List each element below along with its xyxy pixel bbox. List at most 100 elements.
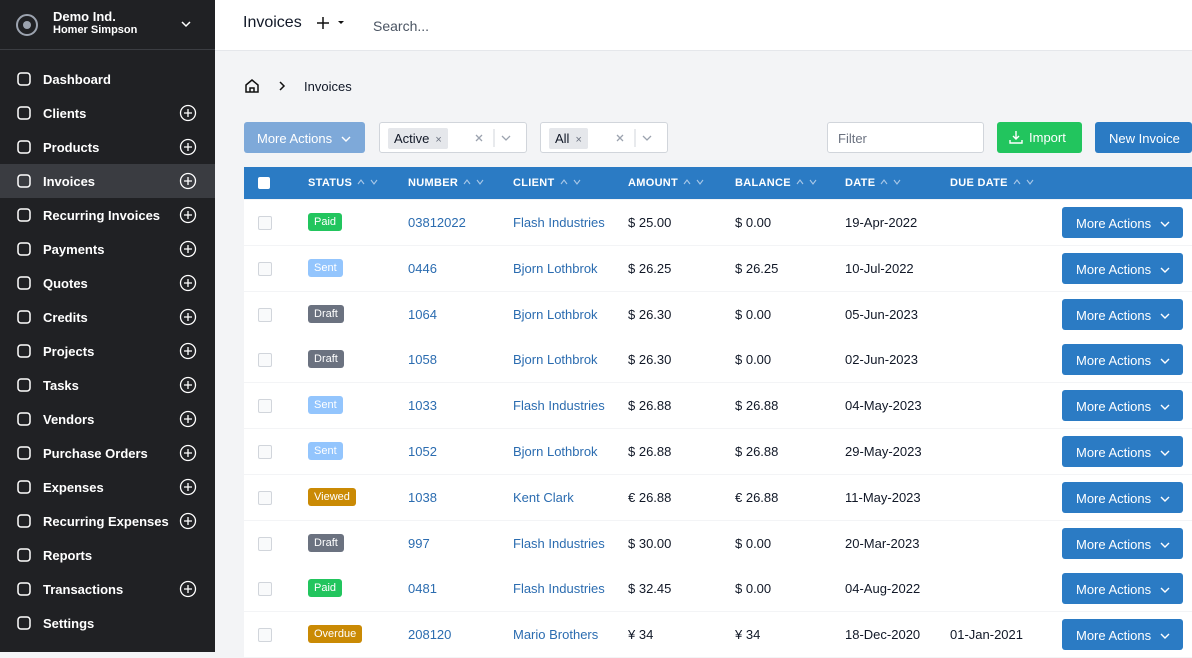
column-header[interactable]: CLIENT [513,177,586,189]
dropdown-icon[interactable] [634,129,660,147]
nav-add[interactable] [179,580,197,598]
invoice-number[interactable]: 0481 [408,581,437,597]
nav-item[interactable]: Quotes [0,266,215,300]
nav-item[interactable]: Products [0,130,215,164]
nav-item[interactable]: Invoices [0,164,215,198]
invoice-number[interactable]: 0446 [408,260,437,276]
dropdown-icon[interactable] [493,129,519,147]
button-label: More Actions [1076,399,1152,415]
client-name[interactable]: Bjorn Lothbrok [513,444,598,459]
clear-icon[interactable] [614,132,626,144]
account-switcher[interactable]: Demo Ind. Homer Simpson [0,0,215,50]
client-name[interactable]: Flash Industries [513,535,605,551]
row-actions-button[interactable]: More Actions [1062,619,1183,651]
client-name[interactable]: Kent Clark [513,489,574,505]
clear-icon[interactable] [473,132,485,144]
nav-item[interactable]: Clients [0,96,215,130]
row-checkbox[interactable] [258,261,272,276]
row-checkbox[interactable] [258,490,272,505]
nav-item[interactable]: Settings [0,606,215,640]
row-actions-button[interactable]: More Actions [1062,344,1183,376]
invoice-number[interactable]: 1058 [408,352,437,368]
row-actions-button[interactable]: More Actions [1062,527,1183,559]
row-actions-button[interactable]: More Actions [1062,298,1183,330]
row-actions-button[interactable]: More Actions [1062,207,1183,238]
invoice-number[interactable]: 1038 [408,489,437,505]
nav-add[interactable] [179,104,197,122]
home-icon[interactable] [244,78,260,94]
balance: $ 0.00 [735,215,772,230]
row-checkbox[interactable] [258,353,272,368]
invoice-number[interactable]: 1033 [408,398,437,414]
chip-remove[interactable]: × [435,134,442,146]
new-invoice-button[interactable]: New Invoice [1095,122,1192,153]
nav-add[interactable] [179,172,197,190]
invoice-number[interactable]: 208120 [408,627,452,643]
column-header[interactable]: NUMBER [408,177,489,189]
invoice-number[interactable]: 1052 [408,444,437,459]
invoice-number[interactable]: 03812022 [408,215,466,230]
column-header[interactable]: BALANCE [735,177,822,189]
nav-add[interactable] [179,274,197,292]
chip-remove[interactable]: × [575,134,582,146]
add-menu[interactable] [317,15,347,31]
search-input[interactable]: Search... [373,18,430,34]
row-checkbox[interactable] [258,628,272,643]
nav-add[interactable] [179,512,197,530]
client-filter[interactable]: All × [540,122,668,153]
sort-icon [357,179,378,185]
row-checkbox[interactable] [258,582,272,597]
client-name[interactable]: Bjorn Lothbrok [513,306,598,322]
nav-item[interactable]: Recurring Invoices [0,198,215,232]
nav-item[interactable]: Tasks [0,368,215,402]
row-checkbox[interactable] [258,399,272,414]
nav-item[interactable]: Vendors [0,402,215,436]
nav-item[interactable]: Credits [0,300,215,334]
nav-item[interactable]: Projects [0,334,215,368]
nav-add[interactable] [179,342,197,360]
bulk-actions-button[interactable]: More Actions [244,122,365,153]
client-name[interactable]: Flash Industries [513,398,605,414]
nav-item[interactable]: Purchase Orders [0,436,215,470]
row-checkbox[interactable] [258,307,272,322]
client-name[interactable]: Flash Industries [513,581,605,597]
nav-add[interactable] [179,376,197,394]
row-actions-button[interactable]: More Actions [1062,252,1183,284]
row-checkbox[interactable] [258,536,272,551]
column-header[interactable]: STATUS [308,177,383,189]
row-checkbox[interactable] [258,445,272,459]
nav-add[interactable] [179,206,197,224]
client-name[interactable]: Bjorn Lothbrok [513,260,598,276]
row-actions-button[interactable]: More Actions [1062,573,1183,605]
row-actions-button[interactable]: More Actions [1062,390,1183,422]
invoice-number[interactable]: 997 [408,535,430,551]
row-actions-button[interactable]: More Actions [1062,481,1183,513]
select-all-checkbox[interactable] [258,177,270,189]
import-button[interactable]: Import [997,122,1082,153]
column-header[interactable]: DUE DATE [950,177,1039,189]
nav-add[interactable] [179,240,197,258]
client-name[interactable]: Flash Industries [513,215,605,230]
invoice-number[interactable]: 1064 [408,306,437,322]
row-actions-button[interactable]: More Actions [1062,436,1183,467]
column-header[interactable]: AMOUNT [628,177,709,189]
nav-add[interactable] [179,308,197,326]
nav-item[interactable]: Recurring Expenses [0,504,215,538]
nav-add[interactable] [179,410,197,428]
nav-item[interactable]: Expenses [0,470,215,504]
nav-item[interactable]: Transactions [0,572,215,606]
column-header[interactable]: DATE [845,177,906,189]
nav-item[interactable]: Payments [0,232,215,266]
row-checkbox[interactable] [258,216,272,230]
nav-item[interactable]: Reports [0,538,215,572]
filter-input[interactable]: Filter [827,122,984,153]
nav-add[interactable] [179,138,197,156]
status-filter[interactable]: Active × [379,122,527,153]
logo [16,14,38,36]
chevron [341,136,351,142]
nav-add[interactable] [179,444,197,462]
nav-item[interactable]: Dashboard [0,62,215,96]
nav-add[interactable] [179,478,197,496]
client-name[interactable]: Mario Brothers [513,627,599,643]
client-name[interactable]: Bjorn Lothbrok [513,352,598,368]
